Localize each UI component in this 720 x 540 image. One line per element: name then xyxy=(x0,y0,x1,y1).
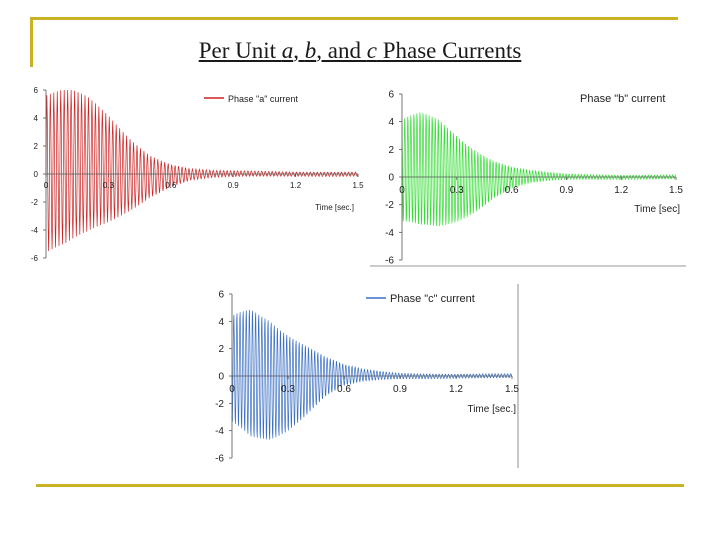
y-tick-label: 2 xyxy=(218,344,224,355)
x-tick-label: 0.3 xyxy=(103,181,115,190)
y-tick-label: -2 xyxy=(385,200,394,211)
x-tick-label: 0 xyxy=(44,181,49,190)
y-tick-label: 4 xyxy=(34,114,39,123)
phase-a-waveform xyxy=(45,89,359,252)
legend-label: Phase "a" current xyxy=(228,94,298,104)
x-tick-label: 0.3 xyxy=(450,185,464,196)
y-tick-label: -4 xyxy=(31,226,39,235)
y-tick-label: -6 xyxy=(31,254,39,263)
frame-bottom-rule xyxy=(36,484,684,487)
y-tick-label: 2 xyxy=(388,145,394,156)
x-tick-label: 0.9 xyxy=(228,181,240,190)
x-tick-label: 0.6 xyxy=(505,185,519,196)
x-tick-label: 0 xyxy=(229,384,235,395)
x-tick-label: 1.2 xyxy=(614,185,628,196)
slide-title: Per Unit a, b, and c Phase Currents xyxy=(0,38,720,64)
y-tick-label: -6 xyxy=(385,256,394,267)
x-tick-label: 1.2 xyxy=(449,384,463,395)
y-tick-label: 6 xyxy=(388,90,394,101)
y-tick-label: -6 xyxy=(215,454,224,465)
y-tick-label: 4 xyxy=(388,117,394,128)
legend-label: Phase "b" current xyxy=(580,93,665,105)
frame-top-rule xyxy=(30,17,678,20)
y-tick-label: 6 xyxy=(218,290,224,301)
x-tick-label: 1.5 xyxy=(352,181,364,190)
y-tick-label: 4 xyxy=(218,317,224,328)
y-tick-label: 0 xyxy=(34,170,39,179)
x-tick-label: 0.9 xyxy=(559,185,573,196)
x-axis-label: Time [sec.] xyxy=(467,404,516,415)
y-tick-label: 2 xyxy=(34,142,39,151)
y-tick-label: 0 xyxy=(218,372,224,383)
phase-c-chart: 6 4 2 0 -2 -4 -6 0 0.3 0.6 0.9 1.2 1.5 Time [sec.] Pha… xyxy=(215,284,519,468)
x-tick-label: 0.6 xyxy=(165,181,177,190)
y-tick-label: 6 xyxy=(34,86,39,95)
phase-c-waveform xyxy=(231,309,513,440)
x-tick-label: 1.5 xyxy=(505,384,519,395)
x-tick-label: 0 xyxy=(399,185,405,196)
x-tick-label: 0.6 xyxy=(337,384,351,395)
phase-b-waveform xyxy=(401,112,677,227)
x-axis-label: Time [sec] xyxy=(634,204,680,215)
x-tick-label: 1.2 xyxy=(290,181,302,190)
y-tick-label: 0 xyxy=(388,173,394,184)
y-tick-label: -2 xyxy=(215,399,224,410)
x-tick-label: 1.5 xyxy=(669,185,683,196)
y-tick-label: -4 xyxy=(385,228,394,239)
frame-left-rule xyxy=(30,17,33,67)
x-tick-label: 0.9 xyxy=(393,384,407,395)
title-text: Per Unit a, b, and c Phase Currents xyxy=(198,38,522,63)
phase-b-chart: 6 4 2 0 -2 -4 -6 0 0.3 0.6 0.9 1.2 1.5 Time [sec] Phas… xyxy=(370,90,686,267)
legend-label: Phase "c" current xyxy=(390,293,475,305)
phase-a-chart: 6 4 2 0 -2 -4 -6 0 0.3 0.6 0.9 1.2 1.5 Time [sec.] Pha… xyxy=(31,86,364,263)
x-tick-label: 0.3 xyxy=(281,384,295,395)
x-axis-label: Time [sec.] xyxy=(315,203,354,212)
y-tick-label: -4 xyxy=(215,426,224,437)
y-tick-label: -2 xyxy=(31,198,39,207)
